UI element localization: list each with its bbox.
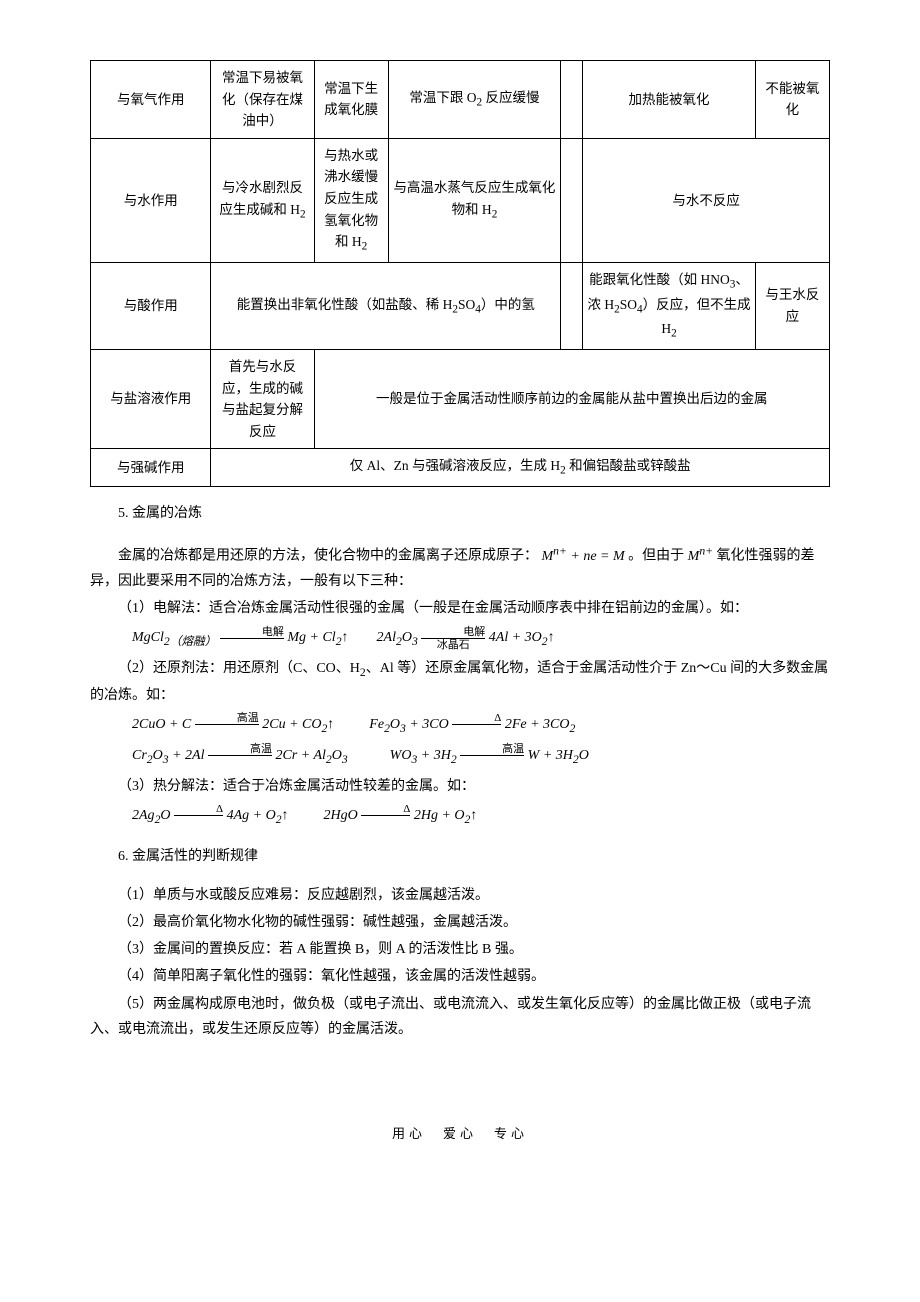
eq7-left: 2Ag2O: [132, 808, 171, 823]
section6-title: 6. 金属活性的判断规律: [90, 844, 830, 869]
s6-item: （5）两金属构成原电池时，做负极（或电子流出、或电流流入、或发生氧化反应等）的金…: [90, 992, 830, 1042]
s6-item: （1）单质与水或酸反应难易：反应越剧烈，该金属越活泼。: [90, 883, 830, 908]
s5-eq-line1: MgCl2（熔融） 电解 Mg + Cl2↑ 2Al2O3 电解冰晶石 4Al …: [90, 625, 830, 652]
eq3-left: 2CuO + C: [132, 717, 191, 732]
eq8-left: 2HgO: [324, 808, 358, 823]
row-head: 与盐溶液作用: [91, 349, 211, 448]
table-cell: 与热水或沸水缓慢反应生成氢氧化物和 H2: [314, 138, 388, 262]
row-head: 与酸作用: [91, 262, 211, 349]
table-cell: 与水不反应: [583, 138, 830, 262]
eq8-right: 2Hg + O2↑: [414, 808, 478, 823]
table-cell: 一般是位于金属活动性顺序前边的金属能从盐中置换出后边的金属: [314, 349, 829, 448]
s5-method3: （3）热分解法：适合于冶炼金属活动性较差的金属。如：: [90, 774, 830, 799]
s5-p1a: 金属的冶炼都是用还原的方法，使化合物中的金属离子还原成原子：: [118, 549, 538, 564]
row-head: 与强碱作用: [91, 449, 211, 487]
eq5-right: 2Cr + Al2O3: [275, 748, 347, 763]
eq2-right: 4Al + 3O2↑: [489, 630, 555, 645]
row-head: 与水作用: [91, 138, 211, 262]
s6-item: （3）金属间的置换反应：若 A 能置换 B，则 A 的活泼性比 B 强。: [90, 937, 830, 962]
table-cell: [561, 138, 583, 262]
s5-eq-line3: Cr2O3 + 2Al 高温 2Cr + Al2O3 WO3 + 3H2 高温 …: [90, 743, 830, 770]
s5-eq0: Mn+ + ne = M: [542, 549, 625, 564]
table-cell: 能置换出非氧化性酸（如盐酸、稀 H2SO4）中的氢: [211, 262, 561, 349]
table-cell: 常温下生成氧化膜: [314, 61, 388, 139]
table-cell: 首先与水反应，生成的碱与盐起复分解反应: [211, 349, 314, 448]
eq3-cond: 高温: [195, 712, 259, 737]
table-cell: 与王水反应: [755, 262, 829, 349]
s5-eq0b: Mn+: [688, 549, 713, 564]
eq1-left: MgCl2（熔融）: [132, 630, 216, 645]
table-cell: 加热能被氧化: [583, 61, 756, 139]
eq4-cond: Δ: [452, 712, 501, 737]
eq6-right: W + 3H2O: [528, 748, 589, 763]
eq6-left: WO3 + 3H2: [390, 748, 457, 763]
s5-eq-line2: 2CuO + C 高温 2Cu + CO2↑ Fe2O3 + 3CO Δ 2Fe…: [90, 712, 830, 739]
table-cell: 常温下跟 O2 反应缓慢: [388, 61, 561, 139]
row-head: 与氧气作用: [91, 61, 211, 139]
table-cell: 与高温水蒸气反应生成氧化物和 H2: [388, 138, 561, 262]
properties-table: 与氧气作用常温下易被氧化（保存在煤油中）常温下生成氧化膜常温下跟 O2 反应缓慢…: [90, 60, 830, 487]
eq2-cond: 电解冰晶石: [421, 626, 485, 651]
eq4-right: 2Fe + 3CO2: [505, 717, 576, 732]
section6-list: （1）单质与水或酸反应难易：反应越剧烈，该金属越活泼。（2）最高价氧化物水化物的…: [90, 883, 830, 1042]
s5-p1b: 。但由于: [628, 549, 684, 564]
table-cell: 常温下易被氧化（保存在煤油中）: [211, 61, 314, 139]
table-cell: [561, 262, 583, 349]
section5-title: 5. 金属的冶炼: [90, 501, 830, 526]
s5-eq-line4: 2Ag2O Δ 4Ag + O2↑ 2HgO Δ 2Hg + O2↑: [90, 803, 830, 830]
s5-intro: 金属的冶炼都是用还原的方法，使化合物中的金属离子还原成原子： Mn+ + ne …: [90, 540, 830, 594]
table-cell: 仅 Al、Zn 与强碱溶液反应，生成 H2 和偏铝酸盐或锌酸盐: [211, 449, 830, 487]
eq8-cond: Δ: [361, 803, 410, 828]
eq7-cond: Δ: [174, 803, 223, 828]
eq6-cond: 高温: [460, 743, 524, 768]
table-cell: 能跟氧化性酸（如 HNO3、浓 H2SO4）反应，但不生成 H2: [583, 262, 756, 349]
table-body: 与氧气作用常温下易被氧化（保存在煤油中）常温下生成氧化膜常温下跟 O2 反应缓慢…: [91, 61, 830, 487]
table-cell: 不能被氧化: [755, 61, 829, 139]
eq2-left: 2Al2O3: [377, 630, 418, 645]
eq1-right: Mg + Cl2↑: [287, 630, 348, 645]
eq5-left: Cr2O3 + 2Al: [132, 748, 204, 763]
table-cell: 与冷水剧烈反应生成碱和 H2: [211, 138, 314, 262]
page-footer: 用心 爱心 专心: [90, 1122, 830, 1145]
eq3-right: 2Cu + CO2↑: [262, 717, 334, 732]
s6-item: （4）简单阳离子氧化性的强弱：氧化性越强，该金属的活泼性越弱。: [90, 964, 830, 989]
eq4-left: Fe2O3 + 3CO: [369, 717, 448, 732]
s5-method2: （2）还原剂法：用还原剂（C、CO、H2、Al 等）还原金属氧化物，适合于金属活…: [90, 656, 830, 708]
eq5-cond: 高温: [208, 743, 272, 768]
s5-method1: （1）电解法：适合冶炼金属活动性很强的金属（一般是在金属活动顺序表中排在铝前边的…: [90, 596, 830, 621]
s6-item: （2）最高价氧化物水化物的碱性强弱：碱性越强，金属越活泼。: [90, 910, 830, 935]
table-cell: [561, 61, 583, 139]
eq7-right: 4Ag + O2↑: [227, 808, 289, 823]
eq1-cond: 电解: [220, 626, 284, 651]
